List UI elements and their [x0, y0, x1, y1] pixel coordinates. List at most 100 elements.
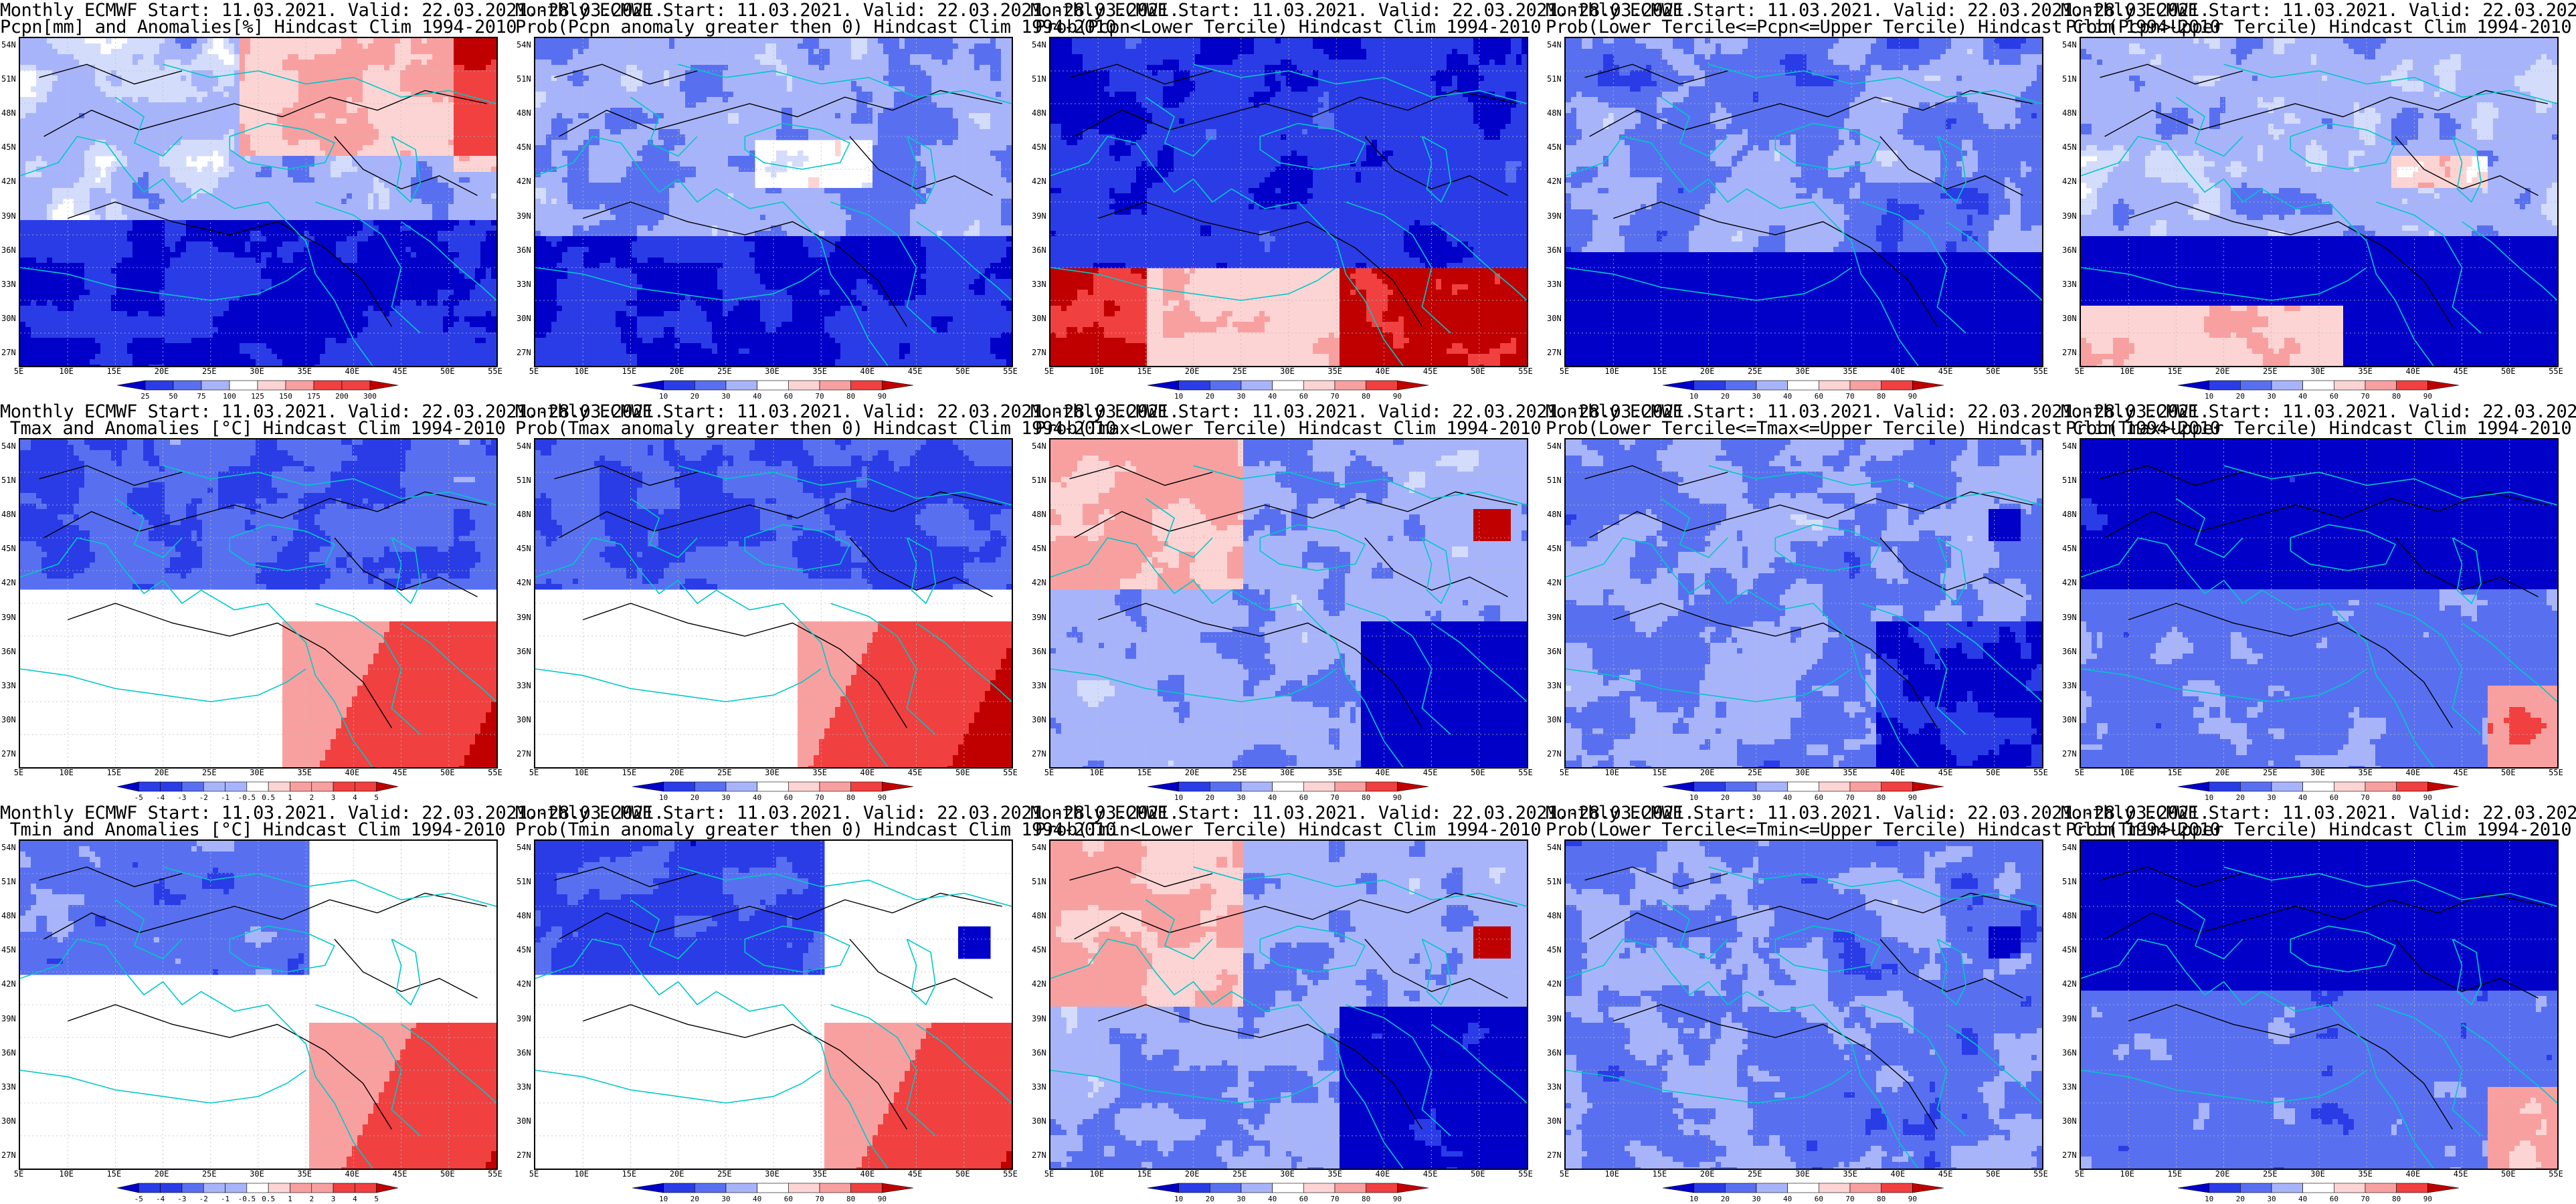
colorbar-svg — [1663, 1183, 1944, 1193]
colorbar-tick-label: -2 — [199, 793, 208, 802]
lon-label: 30E — [1795, 1169, 1810, 1179]
lat-label: 45N — [1547, 945, 1562, 955]
lat-label: 45N — [1, 945, 16, 955]
colorbar-swatch — [851, 782, 883, 791]
colorbar-tick-label: 50 — [169, 392, 177, 401]
lon-label: 40E — [2406, 768, 2421, 777]
colorbar-swatch — [1335, 1183, 1366, 1193]
colorbar-tick-label: 60 — [1299, 392, 1308, 401]
colorbar-svg — [2178, 1183, 2459, 1193]
lon-label: 45E — [2454, 1169, 2468, 1179]
lon-label: 35E — [297, 1169, 312, 1179]
map-area — [1564, 438, 2043, 769]
colorbar-tick-label: 30 — [1752, 793, 1760, 802]
lat-label: 36N — [517, 1048, 531, 1058]
colorbar-swatch — [820, 381, 851, 390]
colorbar-swatch — [1756, 381, 1788, 390]
colorbar-svg — [632, 1183, 913, 1193]
lon-label: 25E — [717, 1169, 732, 1179]
colorbar-swatch — [203, 1183, 225, 1193]
lon-label: 5E — [14, 1169, 23, 1179]
lat-label: 39N — [1547, 613, 1562, 622]
colorbar-tick-label: 10 — [659, 392, 668, 401]
lon-label: 20E — [2215, 1169, 2230, 1179]
lon-label: 35E — [1843, 1169, 1857, 1179]
lon-label: 35E — [1327, 367, 1342, 376]
panel-title-line2: Tmax and Anomalies [°C] Hindcast Clim 19… — [0, 419, 515, 437]
colorbar-svg — [1147, 380, 1429, 391]
lat-label: 30N — [1032, 715, 1046, 724]
lat-label: 48N — [2062, 911, 2077, 920]
colorbar-tick-label: 90 — [878, 793, 887, 802]
lon-label: 5E — [1044, 768, 1054, 777]
lat-label: 30N — [2062, 1116, 2077, 1126]
lon-label: 50E — [1986, 1169, 2001, 1179]
lon-label: 55E — [2549, 1169, 2563, 1179]
colorbar-swatch — [757, 381, 789, 390]
lat-label: 45N — [2062, 142, 2077, 152]
colorbar-tick-label: 90 — [1908, 1195, 1917, 1203]
lon-label: 35E — [1327, 768, 1342, 777]
colorbar-tick-label: 200 — [335, 392, 349, 401]
colorbar-swatch — [1241, 381, 1273, 390]
colorbar-tick-label: 10 — [1174, 392, 1183, 401]
colorbar-swatch — [229, 381, 258, 390]
lon-label: 10E — [1089, 768, 1104, 777]
map-panel-pcpn-pos: Monthly ECMWF Start: 11.03.2021. Valid: … — [515, 0, 1030, 401]
colorbar-swatch — [377, 782, 398, 791]
lon-label: 15E — [1137, 768, 1152, 777]
lon-label: 50E — [1986, 367, 2001, 376]
lat-label: 36N — [1, 1048, 16, 1058]
lat-label: 54N — [2062, 843, 2077, 852]
lon-label: 5E — [1560, 768, 1569, 777]
map-area — [1049, 37, 1528, 367]
colorbar-tick-label: 90 — [1908, 392, 1917, 401]
lon-label: 5E — [529, 768, 539, 777]
colorbar-swatch — [1179, 381, 1210, 390]
colorbar-tick-label: 10 — [1174, 793, 1183, 802]
colorbar-tick-label: 60 — [784, 793, 793, 802]
lon-label: 40E — [1376, 1169, 1390, 1179]
lat-label: 45N — [1032, 544, 1046, 553]
lon-label: 25E — [202, 367, 217, 376]
colorbar-swatch — [1335, 381, 1366, 390]
lon-label: 45E — [393, 367, 407, 376]
colorbar-tick-label: 40 — [753, 1195, 761, 1203]
colorbar-tick-label: 40 — [1783, 793, 1792, 802]
colorbar-swatch — [2209, 1183, 2241, 1193]
colorbar-tick-label: 70 — [815, 392, 824, 401]
lon-label: 30E — [2310, 367, 2325, 376]
lon-label: 35E — [297, 768, 312, 777]
lat-label: 39N — [1547, 1014, 1562, 1023]
colorbar-tick-label: 20 — [1721, 1195, 1730, 1203]
colorbar — [1663, 1183, 1944, 1193]
lon-label: 30E — [1280, 1169, 1295, 1179]
colorbar-swatch — [2334, 381, 2365, 390]
lat-label: 51N — [1, 877, 16, 886]
colorbar-swatch — [2427, 782, 2459, 791]
lon-label: 45E — [908, 768, 923, 777]
colorbar-tick-label: 70 — [1845, 1195, 1854, 1203]
lat-label: 45N — [1032, 142, 1046, 152]
colorbar-svg — [117, 380, 398, 391]
colorbar-tick-label: 90 — [2423, 1195, 2432, 1203]
lat-label: 42N — [1547, 177, 1562, 186]
lon-label: 25E — [1748, 367, 1762, 376]
colorbar — [1147, 380, 1429, 391]
map-area — [2080, 37, 2559, 367]
colorbar-swatch — [664, 782, 695, 791]
lat-label: 51N — [1032, 877, 1046, 886]
lat-label: 36N — [2062, 1048, 2077, 1058]
lon-label: 15E — [2168, 1169, 2183, 1179]
lat-label: 45N — [1, 142, 16, 152]
colorbar-tick-label: 30 — [721, 793, 730, 802]
lat-label: 36N — [1032, 1048, 1046, 1058]
colorbar-swatch — [1788, 782, 1819, 791]
lon-label: 45E — [393, 1169, 407, 1179]
lat-label: 48N — [1547, 108, 1562, 118]
lat-label: 54N — [1032, 843, 1046, 852]
map-field-svg — [1566, 841, 2042, 1169]
lat-label: 27N — [1032, 749, 1046, 759]
colorbar-tick-label: 30 — [1236, 392, 1245, 401]
lat-label: 30N — [1547, 314, 1562, 323]
